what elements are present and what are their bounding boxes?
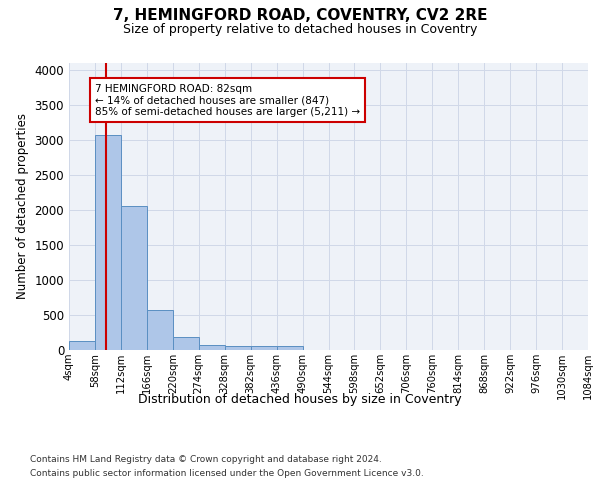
Bar	[199, 344, 224, 350]
Bar	[277, 346, 302, 350]
Bar	[121, 206, 147, 350]
Bar	[69, 341, 95, 350]
Bar	[225, 346, 251, 350]
Text: Contains HM Land Registry data © Crown copyright and database right 2024.: Contains HM Land Registry data © Crown c…	[30, 456, 382, 464]
Text: Distribution of detached houses by size in Coventry: Distribution of detached houses by size …	[138, 392, 462, 406]
Text: 7, HEMINGFORD ROAD, COVENTRY, CV2 2RE: 7, HEMINGFORD ROAD, COVENTRY, CV2 2RE	[113, 8, 487, 22]
Bar	[147, 310, 173, 350]
Bar	[173, 336, 199, 350]
Bar	[95, 134, 121, 350]
Text: Size of property relative to detached houses in Coventry: Size of property relative to detached ho…	[123, 22, 477, 36]
Text: 7 HEMINGFORD ROAD: 82sqm
← 14% of detached houses are smaller (847)
85% of semi-: 7 HEMINGFORD ROAD: 82sqm ← 14% of detach…	[95, 84, 360, 116]
Y-axis label: Number of detached properties: Number of detached properties	[16, 114, 29, 299]
Text: Contains public sector information licensed under the Open Government Licence v3: Contains public sector information licen…	[30, 469, 424, 478]
Bar	[251, 346, 277, 350]
